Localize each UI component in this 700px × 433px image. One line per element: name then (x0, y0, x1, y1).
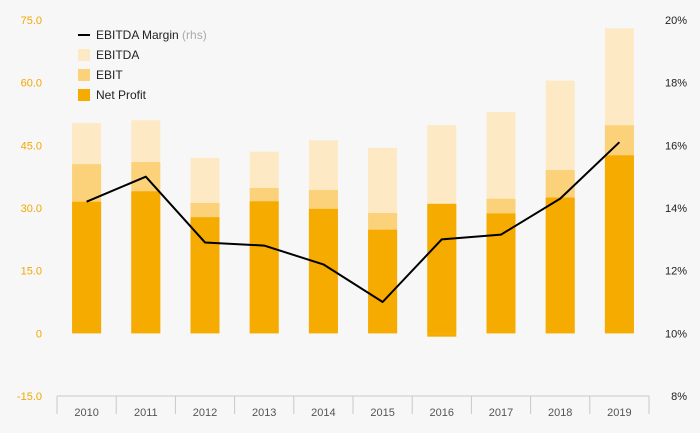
x-tick-label: 2010 (74, 407, 98, 419)
legend-swatch-ebit (78, 69, 90, 81)
right-tick-label: 20% (665, 15, 687, 27)
legend-swatch-net-profit (78, 89, 90, 101)
line-layer (86, 141, 621, 303)
bar-net-profit-2012 (190, 217, 220, 334)
x-tick-label: 2011 (134, 407, 158, 419)
right-tick-label: 12% (665, 266, 687, 278)
legend-label-net-profit: Net Profit (96, 88, 147, 102)
left-tick-label: 75.0 (21, 15, 42, 27)
right-tick-label: 18% (665, 78, 687, 90)
x-tick-label: 2014 (311, 407, 335, 419)
legend-swatch-ebitda (78, 49, 90, 61)
left-tick-label: -15.0 (17, 391, 42, 403)
left-tick-label: 15.0 (21, 266, 42, 278)
legend-label-ebitda: EBITDA (96, 48, 139, 62)
legend-label-ebitda-margin: EBITDA Margin (rhs) (96, 28, 207, 42)
right-tick-label: 8% (671, 391, 687, 403)
bar-net-profit-2015 (368, 229, 398, 334)
right-tick-label: 10% (665, 328, 687, 340)
x-tick-label: 2015 (370, 407, 394, 419)
x-tick-label: 2017 (489, 407, 513, 419)
bar-net-profit-2017 (486, 213, 516, 334)
x-tick-label: 2018 (548, 407, 572, 419)
bar-net-profit-2018 (545, 197, 575, 334)
legend-label-suffix: (rhs) (179, 28, 207, 42)
legend-label-ebit: EBIT (96, 68, 123, 82)
bar-net-profit-2010 (72, 201, 102, 334)
line-ebitda-margin (86, 141, 621, 303)
x-tick-label: 2012 (193, 407, 217, 419)
left-tick-label: 0 (36, 328, 42, 340)
bar-net-profit-2013 (249, 201, 279, 334)
right-tick-label: 14% (665, 203, 687, 215)
left-tick-label: 30.0 (21, 203, 42, 215)
left-tick-label: 45.0 (21, 140, 42, 152)
x-tick-label: 2019 (607, 407, 631, 419)
bar-net-profit-2019 (604, 155, 634, 334)
bar-net-profit-2016 (427, 203, 457, 334)
x-tick-label: 2013 (252, 407, 276, 419)
left-tick-label: 60.0 (21, 78, 42, 90)
x-tick-label: 2016 (430, 407, 454, 419)
right-tick-label: 16% (665, 140, 687, 152)
legend: EBITDA Margin (rhs) EBITDA EBIT Net Profit (78, 28, 207, 102)
axes-layer: 75.0 60.0 45.0 30.0 15.0 0 -15.0 20% 18% 16% 14% 12… (17, 15, 687, 419)
bar-net-profit-2011 (131, 191, 161, 334)
bar-net-profit-2016-negative (427, 333, 457, 337)
